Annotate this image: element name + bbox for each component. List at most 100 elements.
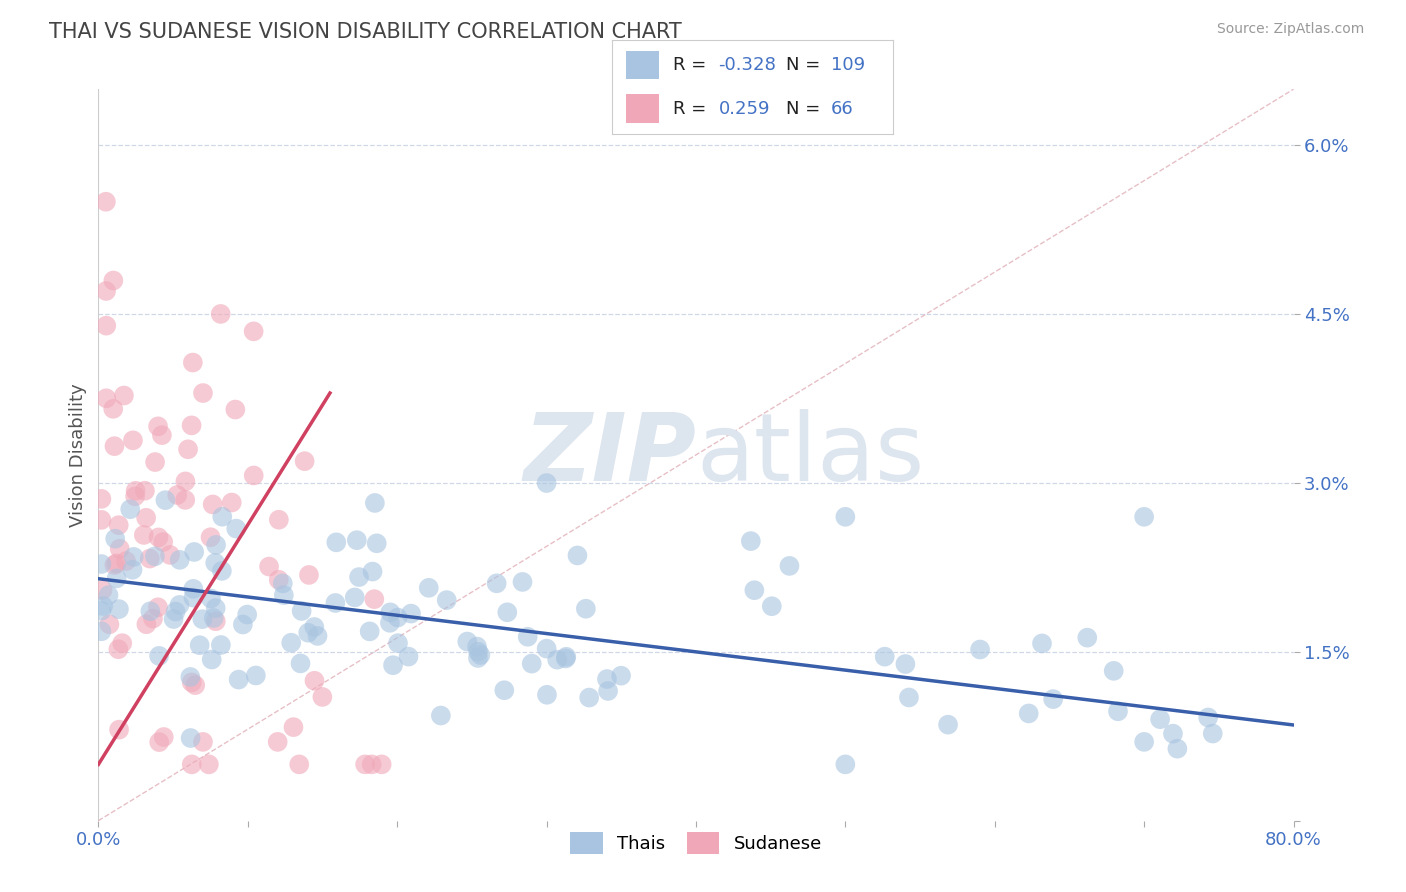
Text: Source: ZipAtlas.com: Source: ZipAtlas.com xyxy=(1216,22,1364,37)
Text: R =: R = xyxy=(673,56,713,74)
Point xyxy=(139,551,162,566)
Point xyxy=(107,642,129,657)
Point xyxy=(298,568,321,582)
Point xyxy=(124,489,146,503)
Point xyxy=(1107,704,1129,718)
Point xyxy=(311,690,333,704)
Point xyxy=(436,593,458,607)
Point xyxy=(108,541,131,556)
Point xyxy=(546,653,568,667)
Point xyxy=(135,510,157,524)
Text: 0.259: 0.259 xyxy=(718,100,770,118)
Point xyxy=(307,629,329,643)
Point xyxy=(520,657,543,671)
Point xyxy=(201,652,224,666)
Point xyxy=(596,684,619,698)
Point xyxy=(596,672,619,686)
Point xyxy=(894,657,917,671)
Point xyxy=(94,194,117,209)
Point xyxy=(224,402,246,417)
Point xyxy=(179,670,201,684)
Point xyxy=(202,611,225,625)
Point xyxy=(363,592,385,607)
Point xyxy=(267,573,290,587)
Point xyxy=(304,620,326,634)
Point xyxy=(108,602,131,616)
Point xyxy=(148,648,170,663)
Point xyxy=(610,668,633,682)
Point xyxy=(183,582,205,596)
Point xyxy=(325,596,347,610)
Point xyxy=(897,690,920,705)
Point xyxy=(121,563,143,577)
Point xyxy=(1102,664,1125,678)
Point xyxy=(143,455,166,469)
Point xyxy=(1042,692,1064,706)
FancyBboxPatch shape xyxy=(626,95,659,122)
Text: 109: 109 xyxy=(831,56,865,74)
Point xyxy=(1076,631,1098,645)
Point xyxy=(364,496,387,510)
Point xyxy=(139,604,162,618)
Point xyxy=(169,598,191,612)
Point xyxy=(969,642,991,657)
Point xyxy=(361,565,384,579)
Point xyxy=(174,492,197,507)
Point xyxy=(1166,741,1188,756)
Text: N =: N = xyxy=(786,100,832,118)
Point xyxy=(873,649,896,664)
Point xyxy=(184,678,207,692)
Text: THAI VS SUDANESE VISION DISABILITY CORRELATION CHART: THAI VS SUDANESE VISION DISABILITY CORRE… xyxy=(49,22,682,42)
Point xyxy=(360,757,382,772)
Point xyxy=(188,638,211,652)
Point xyxy=(291,604,314,618)
Point xyxy=(575,601,598,615)
Point xyxy=(382,658,405,673)
Point xyxy=(378,615,401,630)
Point xyxy=(1161,726,1184,740)
Point xyxy=(567,549,589,563)
Point xyxy=(1149,712,1171,726)
Point xyxy=(467,651,489,665)
Point xyxy=(191,386,214,401)
Point xyxy=(245,668,267,682)
Point xyxy=(105,571,128,585)
Y-axis label: Vision Disability: Vision Disability xyxy=(69,383,87,527)
Point xyxy=(221,495,243,509)
Point xyxy=(112,388,135,402)
Point xyxy=(761,599,783,614)
Point xyxy=(1018,706,1040,721)
Point xyxy=(516,630,538,644)
Point xyxy=(271,576,294,591)
Point xyxy=(232,617,254,632)
Point xyxy=(290,657,312,671)
Point xyxy=(346,533,368,548)
Point xyxy=(180,731,202,745)
Text: N =: N = xyxy=(786,56,825,74)
Point xyxy=(104,532,127,546)
Point xyxy=(108,723,131,737)
Point xyxy=(297,625,319,640)
Point xyxy=(165,605,187,619)
Point xyxy=(370,757,392,772)
Point xyxy=(288,757,311,772)
Point xyxy=(180,757,202,772)
Point xyxy=(177,442,200,457)
Text: atlas: atlas xyxy=(696,409,924,501)
Point xyxy=(90,491,112,506)
Point xyxy=(132,528,155,542)
Point xyxy=(834,757,856,772)
Text: ZIP: ZIP xyxy=(523,409,696,501)
Point xyxy=(494,683,516,698)
Point xyxy=(122,434,145,448)
Point xyxy=(174,475,197,489)
Point xyxy=(536,688,558,702)
Point xyxy=(200,591,222,606)
Point xyxy=(159,548,181,562)
Point xyxy=(1202,726,1225,740)
Point xyxy=(198,757,221,772)
Point xyxy=(103,273,125,287)
Point xyxy=(169,553,191,567)
Point xyxy=(325,535,347,549)
Point xyxy=(134,483,156,498)
